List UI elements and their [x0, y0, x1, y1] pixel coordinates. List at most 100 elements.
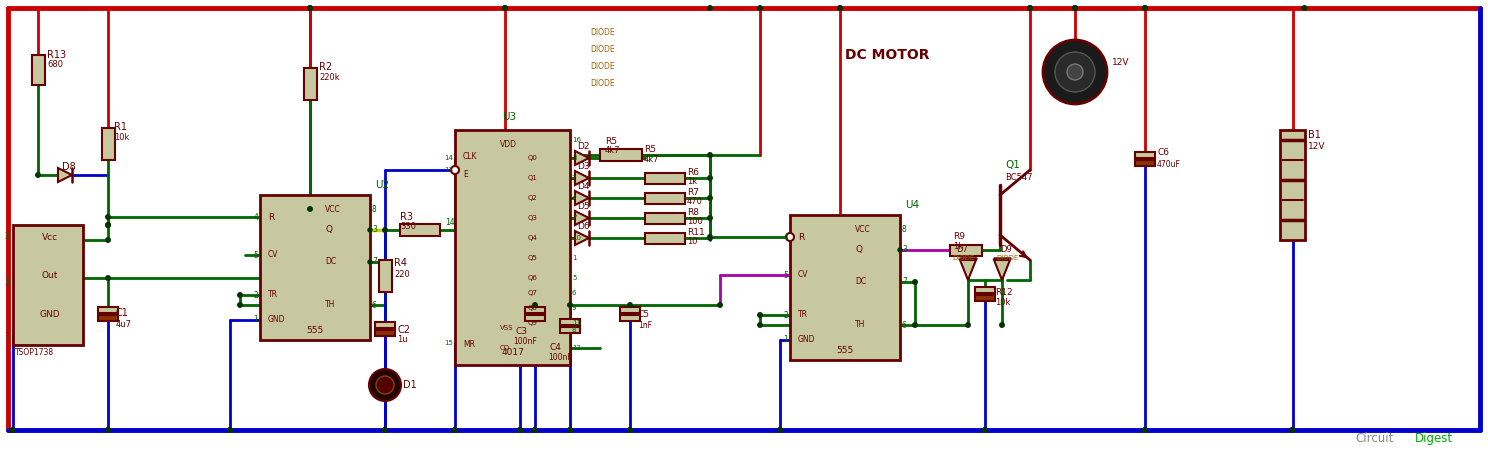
Bar	[98, 307, 118, 313]
Text: GND: GND	[40, 310, 61, 319]
Bar	[101, 128, 115, 160]
Text: 12V: 12V	[1112, 58, 1129, 67]
Bar	[375, 322, 394, 328]
Circle shape	[912, 280, 917, 284]
Text: 11: 11	[571, 320, 580, 326]
Circle shape	[568, 428, 573, 432]
Text: C4: C4	[551, 343, 562, 352]
Text: R7: R7	[687, 188, 699, 197]
Circle shape	[778, 428, 783, 432]
Text: 14: 14	[445, 218, 455, 227]
Circle shape	[382, 428, 387, 432]
Circle shape	[757, 323, 762, 327]
Text: D2: D2	[577, 142, 589, 151]
Text: 13: 13	[443, 167, 452, 173]
Polygon shape	[58, 168, 71, 182]
Text: CV: CV	[798, 270, 808, 279]
Text: U2: U2	[375, 180, 390, 190]
Circle shape	[369, 369, 400, 401]
Bar	[1280, 130, 1305, 240]
Circle shape	[708, 176, 713, 180]
Circle shape	[982, 428, 987, 432]
Circle shape	[533, 303, 537, 307]
Bar	[31, 55, 45, 85]
Text: CV: CV	[268, 250, 278, 259]
Text: CLK: CLK	[463, 152, 478, 161]
Bar	[975, 295, 995, 301]
Text: 1: 1	[783, 336, 789, 345]
Text: 1k: 1k	[952, 242, 963, 251]
Text: TSOP1738: TSOP1738	[15, 348, 54, 357]
Bar	[1135, 152, 1155, 158]
Circle shape	[533, 428, 537, 432]
Bar	[1135, 160, 1155, 166]
Text: R5: R5	[606, 137, 618, 146]
Text: R4: R4	[394, 258, 408, 268]
Circle shape	[451, 166, 458, 174]
Text: 6: 6	[902, 320, 906, 329]
Text: MR: MR	[463, 340, 475, 349]
Text: DIODE: DIODE	[591, 62, 615, 71]
Circle shape	[897, 248, 902, 252]
Text: Out: Out	[42, 270, 58, 279]
Circle shape	[106, 223, 110, 227]
Circle shape	[1143, 428, 1147, 432]
Text: Q0: Q0	[528, 155, 537, 161]
Text: DC MOTOR: DC MOTOR	[845, 48, 930, 62]
Circle shape	[838, 6, 842, 10]
Text: 470: 470	[687, 197, 702, 206]
Text: Q1: Q1	[528, 175, 537, 181]
Text: BC547: BC547	[1004, 173, 1033, 182]
Circle shape	[503, 6, 507, 10]
Polygon shape	[994, 260, 1010, 280]
Text: R: R	[798, 233, 804, 242]
Circle shape	[1000, 323, 1004, 327]
Circle shape	[1290, 428, 1295, 432]
Text: 2: 2	[783, 310, 789, 320]
Circle shape	[1143, 6, 1147, 10]
Text: 12: 12	[571, 345, 580, 351]
Circle shape	[106, 276, 110, 280]
Circle shape	[106, 215, 110, 219]
Text: 100nF: 100nF	[548, 353, 571, 362]
Circle shape	[518, 428, 522, 432]
Text: C5: C5	[638, 310, 650, 319]
Circle shape	[628, 303, 632, 307]
Bar	[98, 315, 118, 321]
Circle shape	[708, 235, 713, 239]
Circle shape	[228, 428, 232, 432]
Bar	[304, 68, 317, 100]
Circle shape	[838, 6, 842, 10]
Text: 4u7: 4u7	[116, 320, 132, 329]
Circle shape	[1055, 52, 1095, 92]
Text: 7: 7	[571, 215, 576, 221]
Text: Vcc: Vcc	[42, 233, 58, 242]
Text: TR: TR	[268, 290, 278, 299]
Text: DIODE: DIODE	[952, 255, 975, 261]
Circle shape	[368, 260, 372, 264]
Circle shape	[757, 6, 762, 10]
Text: Q: Q	[856, 245, 862, 254]
Text: 100nF: 100nF	[513, 337, 537, 346]
Text: Q2: Q2	[528, 195, 537, 201]
Circle shape	[708, 153, 713, 157]
Text: DC: DC	[324, 257, 336, 266]
Text: 10k: 10k	[995, 298, 1010, 307]
Bar	[375, 330, 394, 336]
Bar	[559, 327, 580, 333]
Text: Q4: Q4	[528, 235, 537, 241]
Text: 1: 1	[253, 315, 257, 324]
Bar	[644, 193, 684, 203]
Circle shape	[1028, 6, 1033, 10]
Circle shape	[717, 303, 722, 307]
Circle shape	[308, 6, 312, 10]
Text: CO: CO	[500, 345, 510, 351]
Circle shape	[1028, 6, 1033, 10]
Polygon shape	[574, 211, 589, 225]
Text: 4k7: 4k7	[644, 155, 659, 164]
Circle shape	[308, 6, 312, 10]
Text: 2: 2	[4, 232, 9, 241]
Circle shape	[1073, 6, 1077, 10]
Text: R5: R5	[644, 145, 656, 154]
Text: 4017: 4017	[501, 348, 524, 357]
